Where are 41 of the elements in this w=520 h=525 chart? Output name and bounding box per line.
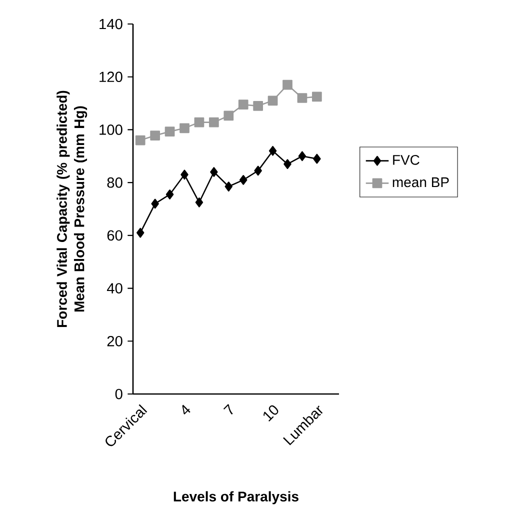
point — [135, 135, 146, 146]
y-tick-label: 100 — [100, 124, 122, 135]
y-tick-label: 140 — [100, 18, 122, 30]
point — [136, 228, 144, 238]
x-axis-title: Levels of Paralysis — [174, 491, 298, 504]
point — [224, 110, 234, 121]
point — [312, 92, 322, 102]
point — [151, 198, 159, 209]
point — [282, 80, 292, 90]
y-tick-label: 80 — [107, 177, 122, 188]
point — [268, 96, 278, 106]
point — [208, 117, 219, 128]
point — [298, 151, 306, 162]
y-tick-label: 0 — [115, 388, 122, 400]
point — [195, 197, 204, 208]
y-axis-title: Forced Vital Capacity (% predicted) Mean Blood Pressure (mm Hg) — [56, 90, 88, 327]
point — [150, 130, 160, 140]
point — [166, 190, 174, 200]
point — [253, 100, 264, 111]
point — [210, 167, 218, 177]
x-tick-label: 10 — [263, 405, 278, 422]
point — [180, 123, 190, 134]
legend-label: FVC — [393, 154, 420, 165]
point — [194, 117, 204, 128]
point — [284, 159, 292, 170]
x-tick-label: 7 — [223, 404, 233, 415]
x-tick-label: 4 — [182, 404, 190, 415]
point — [238, 100, 248, 110]
y-tick-label: 120 — [100, 72, 122, 82]
y-tick-label: 20 — [107, 336, 122, 346]
point — [297, 93, 308, 103]
y-tick-label: 40 — [106, 283, 122, 294]
y-tick-label: 60 — [107, 230, 122, 241]
point — [268, 146, 277, 156]
point — [164, 126, 175, 137]
point — [254, 166, 262, 176]
point — [180, 170, 188, 180]
point — [239, 174, 248, 185]
point — [224, 182, 233, 192]
legend-label: mean BP — [392, 177, 449, 188]
point — [313, 154, 321, 164]
